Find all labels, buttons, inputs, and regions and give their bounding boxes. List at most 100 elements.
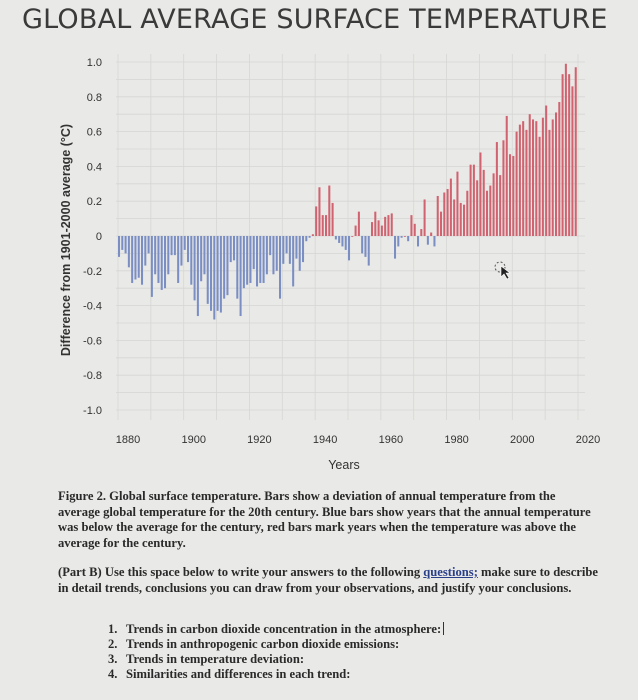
bar-1971 — [417, 236, 420, 247]
bar-1913 — [226, 236, 229, 296]
bar-1961 — [384, 216, 387, 236]
bar-1911 — [219, 236, 222, 313]
bar-1951 — [351, 236, 354, 237]
y-tick-label: 0.2 — [87, 196, 102, 208]
bar-2005 — [528, 114, 531, 236]
bar-1920 — [249, 236, 252, 283]
bar-1893 — [160, 236, 163, 290]
mouse-cursor-icon — [494, 261, 511, 280]
grid — [116, 54, 585, 420]
bar-1964 — [394, 236, 397, 259]
bar-1924 — [262, 236, 265, 283]
bar-2004 — [525, 129, 528, 236]
bar-1953 — [357, 211, 360, 236]
bar-2003 — [522, 121, 525, 236]
bar-2016 — [564, 63, 567, 236]
bar-1932 — [288, 236, 291, 264]
chart-title: GLOBAL AVERAGE SURFACE TEMPERATURE — [22, 4, 608, 35]
bar-2019 — [574, 67, 577, 236]
part-b-text-end: make sure to describe in detail trends, … — [58, 565, 598, 595]
y-tick-label: -0.8 — [83, 370, 102, 382]
y-tick-label: 0 — [96, 231, 102, 243]
x-tick-label: 1900 — [181, 434, 205, 446]
y-tick-label: 0.8 — [87, 92, 102, 104]
bar-1949 — [344, 236, 347, 250]
bar-1942 — [321, 215, 324, 236]
bar-1947 — [338, 236, 341, 243]
x-axis-ticks: 1880 1900 1920 1940 1960 1980 2000 2020 — [116, 434, 600, 446]
bar-2013 — [555, 112, 558, 236]
y-tick-label: 0.4 — [87, 161, 102, 173]
bar-1945 — [331, 202, 334, 236]
bar-1958 — [374, 211, 377, 236]
bar-1915 — [233, 236, 236, 261]
bar-1895 — [167, 236, 170, 275]
question-item[interactable]: 1. Trends in carbon dioxide concentration… — [108, 622, 445, 637]
bar-1938 — [308, 236, 311, 238]
x-axis-label: Years — [328, 458, 360, 472]
temperature-bar-chart: 1.0 0.8 0.6 0.4 0.2 0 -0.2 -0.4 -0.6 -0.8 -1.0 188… — [59, 54, 600, 472]
bar-1959 — [377, 220, 380, 236]
bar-1962 — [387, 215, 390, 236]
y-tick-label: -0.6 — [83, 335, 102, 347]
bar-1910 — [216, 236, 219, 311]
bar-1901 — [187, 236, 190, 263]
bar-1919 — [246, 236, 249, 285]
bar-1994 — [492, 173, 495, 236]
bar-1963 — [390, 213, 393, 236]
bar-1966 — [400, 236, 403, 238]
bar-1936 — [302, 236, 305, 263]
bar-1902 — [190, 236, 193, 285]
bar-1974 — [426, 236, 429, 245]
bar-1957 — [371, 222, 374, 236]
questions-link[interactable]: questions; — [423, 565, 478, 579]
question-list: 1. Trends in carbon dioxide concentration… — [108, 622, 445, 682]
question-item[interactable]: 3. Trends in temperature deviation: — [108, 652, 444, 667]
text-cursor — [443, 622, 445, 635]
y-tick-label: -0.2 — [83, 266, 102, 278]
bar-2007 — [535, 121, 538, 236]
bar-1899 — [180, 236, 183, 266]
bar-1898 — [177, 236, 180, 283]
bar-1921 — [252, 236, 255, 270]
bar-1894 — [164, 236, 167, 289]
bar-1928 — [275, 236, 278, 271]
bar-1980 — [446, 189, 449, 236]
y-axis-ticks: 1.0 0.8 0.6 0.4 0.2 0 -0.2 -0.4 -0.6 -0.8 -1.0 — [83, 57, 102, 417]
bar-1897 — [173, 236, 176, 256]
x-tick-label: 2000 — [510, 434, 534, 446]
bar-1912 — [223, 236, 226, 299]
bar-1975 — [430, 232, 433, 236]
bar-1904 — [196, 236, 199, 317]
bar-1892 — [157, 236, 160, 283]
question-item[interactable]: 2. Trends in anthropogenic carbon dioxide… — [108, 637, 444, 652]
bar-1929 — [279, 236, 282, 299]
bar-1927 — [272, 236, 275, 275]
bar-1941 — [318, 187, 321, 236]
bar-2012 — [551, 119, 554, 236]
bar-1885 — [134, 236, 137, 280]
bar-1939 — [311, 234, 314, 236]
question-number: 1. — [108, 622, 118, 636]
bar-2014 — [558, 102, 561, 237]
bar-1881 — [121, 236, 124, 250]
bar-1970 — [413, 223, 416, 236]
bar-1887 — [141, 236, 144, 285]
bar-1946 — [334, 236, 337, 240]
bar-1931 — [285, 236, 288, 254]
bar-1969 — [410, 215, 413, 236]
bar-1943 — [325, 215, 328, 236]
bar-1987 — [469, 164, 472, 236]
bar-1954 — [361, 236, 364, 254]
bar-1896 — [170, 236, 173, 256]
bar-2000 — [512, 155, 515, 236]
bar-1905 — [200, 236, 203, 282]
bar-1978 — [440, 211, 443, 236]
y-tick-label: -1.0 — [83, 405, 102, 417]
bar-1935 — [298, 236, 301, 271]
bar-2017 — [568, 74, 571, 237]
bar-1993 — [489, 185, 492, 236]
bar-1888 — [144, 236, 147, 266]
bar-1996 — [499, 175, 502, 236]
question-item[interactable]: 4. Similarities and differences in each t… — [108, 667, 444, 682]
